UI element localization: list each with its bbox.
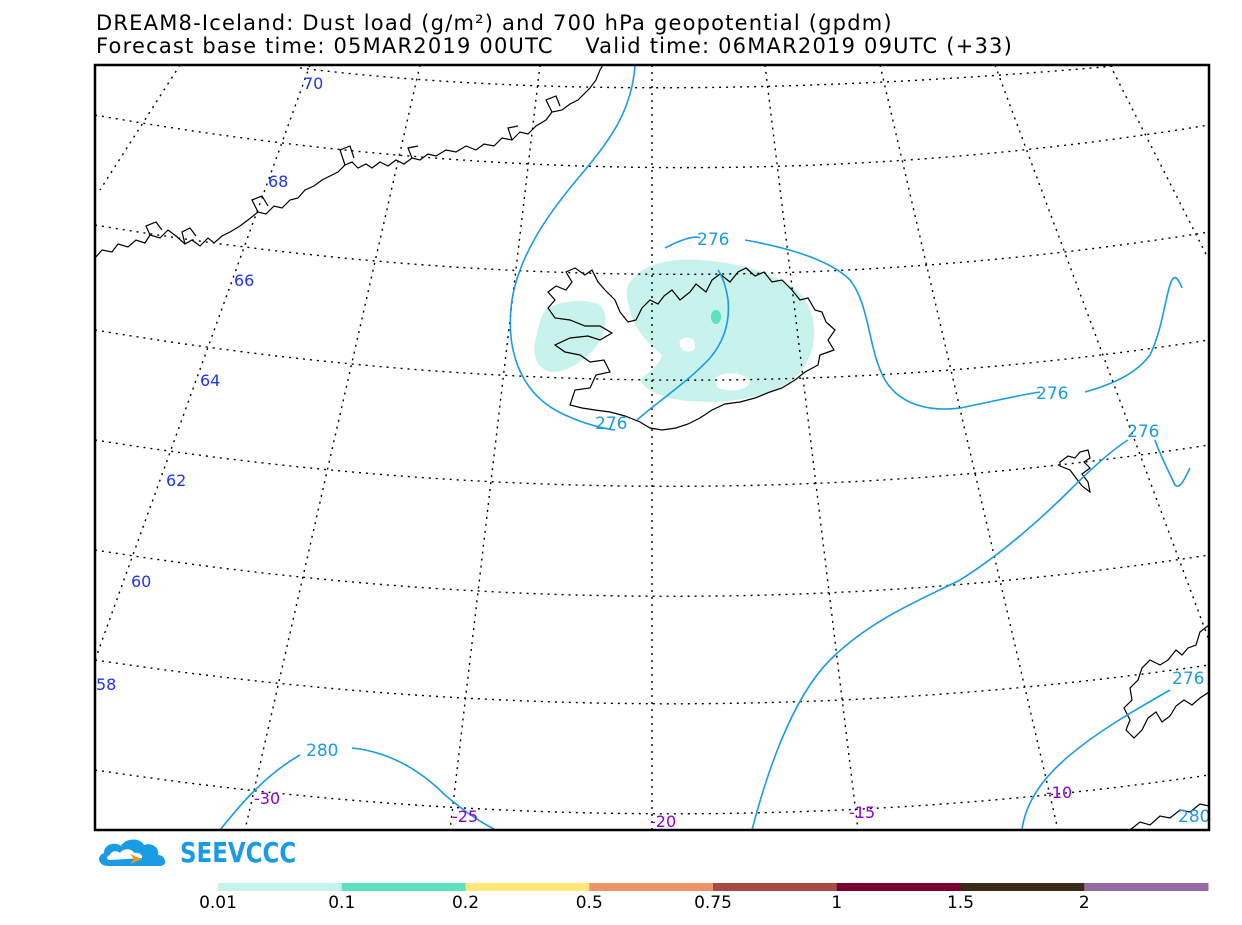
graticule-meridians [95, 65, 1209, 830]
dust-gap-2 [628, 382, 646, 393]
logo-arrow [130, 854, 142, 864]
coastline-norway [1123, 624, 1209, 739]
legend-swatch [465, 883, 590, 891]
legend-swatch [960, 883, 1085, 891]
contour-label-group: 276 276 276 276 280 276 280 [306, 230, 1210, 827]
legend-swatch [1084, 883, 1209, 891]
map-content: 276 276 276 276 280 276 280 70 68 66 64 … [95, 65, 1210, 831]
latitude-label-group: 70 68 66 64 62 60 58 [96, 74, 323, 694]
longitude-label: -30 [254, 789, 280, 808]
contour-label: 276 [697, 230, 729, 250]
contour-276-east [1084, 276, 1183, 393]
seevccc-logo-icon [99, 839, 166, 866]
meridian-minus-30 [244, 65, 421, 830]
contour-label: 276 [1172, 669, 1204, 689]
longitude-label: -20 [650, 812, 676, 831]
legend-swatch [589, 883, 714, 891]
coastline-faroe [1059, 449, 1091, 494]
geopotential-contours [219, 65, 1191, 830]
meridian-minus-15 [764, 65, 859, 830]
longitude-label-group: -30 -25 -20 -15 -10 [254, 783, 1072, 831]
coastline-norway-south [1129, 803, 1209, 830]
latitude-label: 60 [131, 572, 151, 591]
legend-colorbar [218, 883, 1209, 891]
coastline-greenland [95, 65, 604, 259]
latitude-label: 62 [166, 471, 186, 490]
contour-label: 280 [1178, 807, 1210, 827]
latitude-label: 70 [303, 74, 323, 93]
meridian-minus-10 [879, 65, 1059, 830]
legend-label: 2 [1078, 893, 1090, 913]
contour-label: 276 [1127, 422, 1159, 442]
legend-swatch [341, 883, 466, 891]
contour-276-southwest [636, 269, 730, 421]
seevccc-logo-text: SEEVCCC [180, 836, 297, 869]
longitude-label: -15 [849, 803, 875, 822]
legend-swatch [713, 883, 838, 891]
dust-load-area [534, 259, 815, 402]
contour-label: 276 [1036, 384, 1068, 404]
title-line-1: DREAM8-Iceland: Dust load (g/m²) and 700… [96, 11, 893, 35]
latitude-label: 68 [268, 172, 288, 191]
contour-276-west [509, 65, 636, 431]
dust-gap-1 [715, 373, 750, 391]
meridian-0 [1109, 65, 1209, 261]
latitude-label: 58 [96, 675, 116, 694]
coastlines [95, 65, 1209, 830]
legend-label: 0.2 [451, 893, 480, 913]
longitude-label: -10 [1046, 783, 1072, 802]
contour-label: 280 [306, 741, 338, 761]
coastline-greenland-inlets [145, 95, 561, 245]
contour-280-southwest [219, 747, 498, 830]
meridian-minus-25 [449, 65, 541, 830]
latitude-label: 66 [234, 271, 254, 290]
meridian-minus-35 [95, 65, 311, 661]
legend-label: 1 [831, 893, 843, 913]
contour-276-diagonal [751, 439, 1129, 830]
contour-label: 276 [595, 414, 627, 434]
legend-swatch [836, 883, 961, 891]
legend-label: 0.5 [575, 893, 603, 913]
meridian-minus-5 [994, 65, 1209, 641]
legend-swatch [218, 883, 343, 891]
latitude-label: 64 [200, 371, 220, 390]
dust-load-area-main [626, 259, 815, 402]
dust-load-area-west [534, 300, 606, 372]
map-frame [93, 63, 1211, 832]
contour-276-north-loop [664, 236, 1041, 410]
parallel-70 [299, 65, 1134, 89]
longitude-label: -25 [452, 807, 478, 826]
legend-label: 0.1 [328, 893, 356, 913]
contour-280-southeast [1021, 689, 1171, 830]
legend-label: 0.01 [199, 893, 237, 913]
coastline-iceland [547, 267, 836, 431]
dust-gap-3 [679, 337, 696, 352]
legend-label: 0.75 [694, 893, 732, 913]
legend-label: 1.5 [946, 893, 975, 913]
dust-load-patch-mid [711, 310, 721, 324]
title-line-2: Forecast base time: 05MAR2019 00UTC Vali… [96, 34, 1013, 58]
contour-276-faroe-hook [1154, 439, 1191, 487]
meridian-minus-40 [99, 65, 181, 191]
